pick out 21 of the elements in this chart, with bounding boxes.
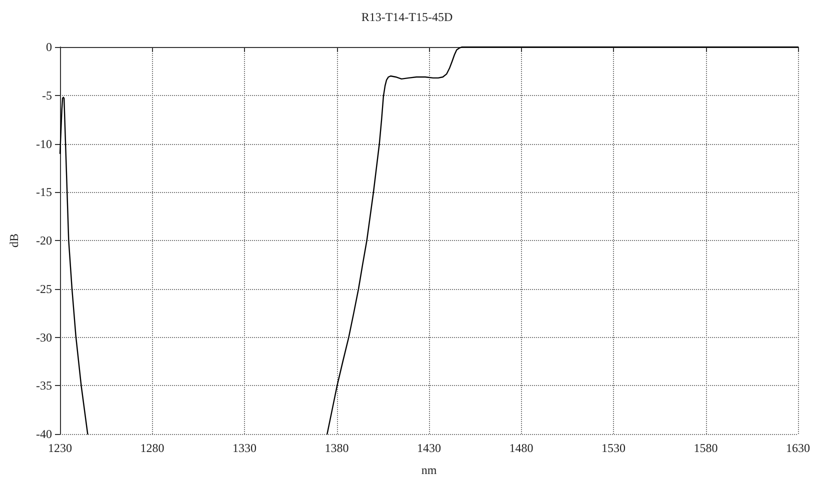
x-tick-label: 1380	[324, 441, 349, 455]
x-tick-label: 1630	[786, 441, 810, 455]
y-axis-title: dB	[7, 233, 21, 248]
y-tick-label: -40	[36, 427, 52, 441]
y-tick-label: -30	[36, 330, 52, 344]
y-tick-label: -15	[36, 185, 52, 200]
y-tick-label: -5	[42, 88, 52, 102]
y-tick-label: -10	[36, 136, 52, 151]
x-tick-label: 1480	[509, 441, 534, 455]
y-tick-label: -25	[36, 282, 52, 296]
x-tick-label: 1330	[232, 441, 256, 455]
x-tick-label: 1230	[48, 441, 72, 455]
x-tick-label: 1580	[694, 441, 718, 455]
y-tick-label: -20	[36, 234, 52, 248]
y-tick-label: 0	[46, 40, 52, 54]
y-tick-label: -35	[36, 378, 52, 393]
x-axis-title: nm	[421, 463, 438, 477]
x-tick-label: 1280	[140, 441, 164, 455]
x-tick-label: 1530	[602, 441, 626, 455]
x-tick-label: 1430	[417, 441, 441, 455]
chart-title: R13-T14-T15-45D	[361, 10, 453, 24]
